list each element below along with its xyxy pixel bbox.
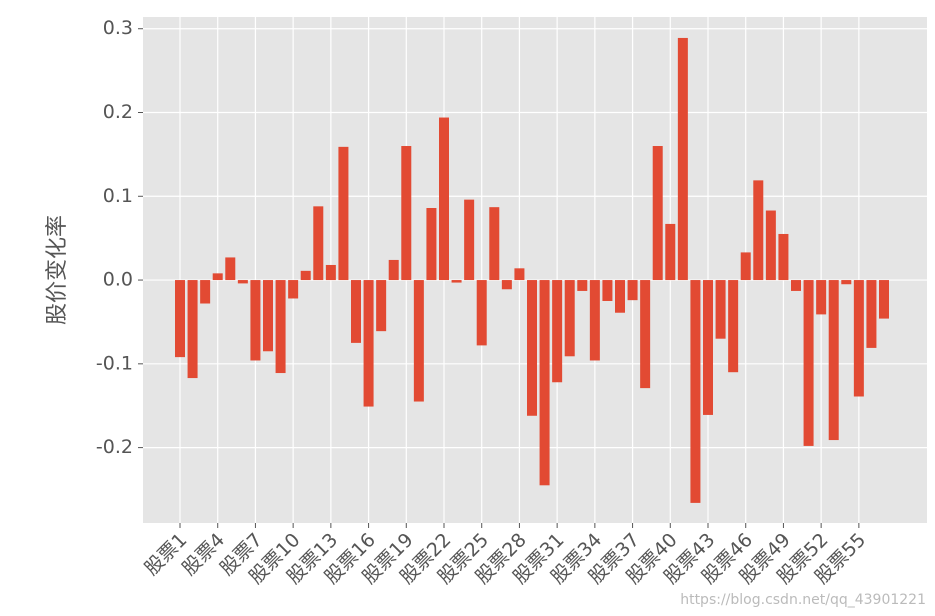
bar (652, 146, 663, 281)
y-tick-label: 0.0 (103, 269, 133, 291)
bar (677, 37, 688, 281)
y-axis-label: 股价变化率 (45, 215, 70, 325)
y-tick-label: -0.1 (96, 352, 133, 374)
bar (539, 280, 550, 486)
bar (363, 280, 374, 407)
bar (175, 280, 185, 358)
x-tick-label: 股票4 (178, 529, 229, 580)
bar (866, 280, 877, 348)
bar (841, 280, 852, 285)
bar (489, 207, 500, 281)
bar (627, 280, 638, 301)
bar (640, 280, 651, 389)
bar (552, 280, 563, 383)
bar (187, 280, 198, 379)
bar (313, 206, 324, 281)
bar (288, 280, 299, 299)
bar (476, 280, 487, 346)
bar (879, 280, 889, 319)
bar (816, 280, 827, 315)
bar (703, 280, 713, 415)
bar (275, 280, 286, 374)
y-tick-label: 0.2 (103, 101, 133, 123)
bar (426, 208, 437, 281)
bar (728, 280, 739, 373)
y-tick-label: 0.3 (103, 17, 133, 39)
bar (250, 280, 261, 361)
bar (439, 117, 449, 281)
bar (791, 280, 801, 291)
bar (740, 252, 751, 281)
bar (602, 280, 613, 301)
bar (376, 280, 387, 332)
bar (212, 273, 223, 281)
bar (765, 210, 776, 281)
y-tick-label: -0.2 (96, 436, 133, 458)
watermark: https://blog.csdn.net/qq_43901221 (680, 592, 926, 608)
bar (401, 146, 412, 281)
bar (778, 233, 789, 281)
bar (237, 280, 248, 284)
bar (803, 280, 814, 446)
bar (413, 280, 424, 402)
bar (388, 259, 399, 281)
bar (828, 280, 839, 441)
bar (853, 280, 864, 397)
bar (527, 280, 537, 416)
bar (665, 223, 676, 281)
bar (589, 280, 600, 361)
bar (451, 280, 462, 283)
bar (464, 199, 475, 281)
plot-background (143, 17, 927, 523)
bar (514, 268, 525, 281)
bar (615, 280, 625, 313)
y-tick-label: 0.1 (103, 185, 133, 207)
x-tick-label: 股票1 (140, 529, 191, 580)
bar (564, 280, 575, 357)
bar (200, 280, 211, 304)
bar (300, 270, 311, 281)
bar (577, 280, 588, 291)
bar (338, 146, 349, 281)
bar (501, 280, 512, 290)
bar (753, 180, 764, 281)
bar (715, 280, 726, 339)
bar (690, 280, 701, 503)
bar (225, 257, 236, 281)
bar (263, 280, 273, 352)
bar (351, 280, 361, 343)
bar (325, 264, 336, 281)
